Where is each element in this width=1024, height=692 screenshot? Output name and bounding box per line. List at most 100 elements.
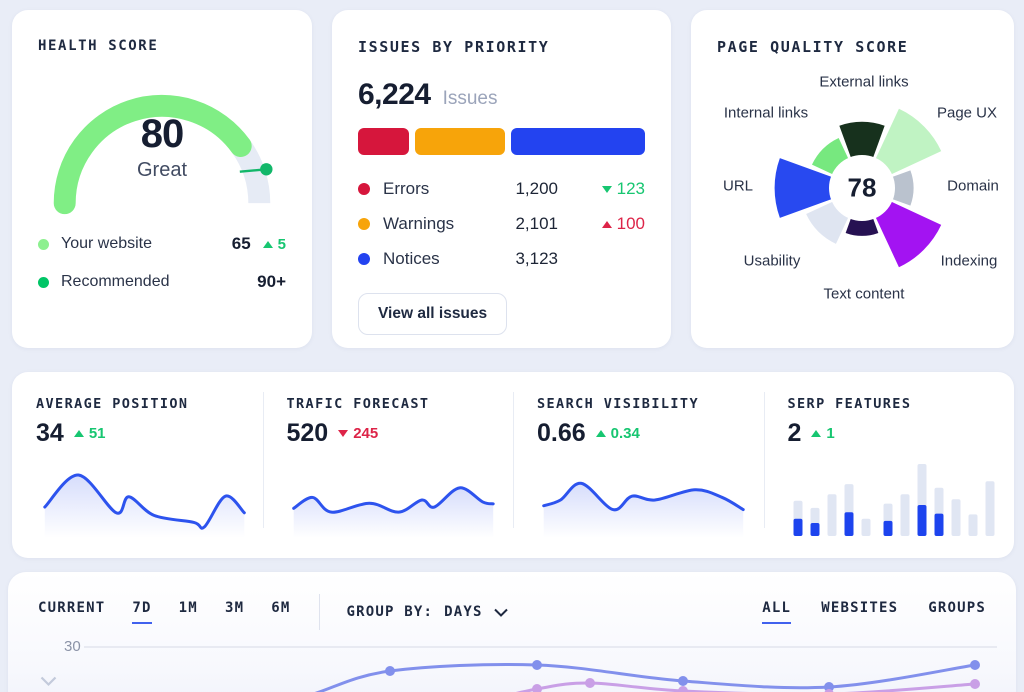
kpi-delta: 1 xyxy=(811,425,835,442)
rose-label-indexing: Indexing xyxy=(940,252,998,270)
tab-current[interactable]: CURRENT xyxy=(38,600,106,616)
group-by-label: GROUP BY: xyxy=(346,604,434,620)
serp-features-bars xyxy=(793,464,994,536)
rose-label-usability: Usability xyxy=(743,252,801,270)
rose-label-domain: Domain xyxy=(947,177,999,195)
issues-row-notices: Notices 3,123 xyxy=(358,249,645,269)
health-score-title: HEALTH SCORE xyxy=(38,38,159,54)
issues-row-warnings: Warnings 2,101 100 xyxy=(358,214,645,234)
average-position-sparkline xyxy=(43,473,246,538)
issues-row-errors: Errors 1,200 123 xyxy=(358,179,645,199)
kpi-delta: 51 xyxy=(73,425,106,442)
legend-item-recommended: Recommended 90+ xyxy=(38,272,286,292)
errors-dot-icon xyxy=(358,183,370,195)
trafic-forecast-sparkline xyxy=(291,486,495,538)
tab-3m[interactable]: 3M xyxy=(224,600,245,616)
arrow-up-icon xyxy=(601,220,612,228)
kpi-value: 34 xyxy=(36,419,64,447)
issues-row-label: Notices xyxy=(383,249,440,268)
top-row: HEALTH SCORE 80 Great Your website 65 5 … xyxy=(12,10,1014,348)
delta-value: 100 xyxy=(616,214,645,233)
kpi-value: 2 xyxy=(787,419,802,447)
page-quality-score-value: 78 xyxy=(847,172,877,203)
rose-label-text-content: Text content xyxy=(823,285,905,303)
delta-value: 245 xyxy=(353,425,379,442)
notices-dot-icon xyxy=(358,253,370,265)
issues-row-value: 2,101 xyxy=(515,214,558,233)
rose-chart-svg xyxy=(774,108,942,268)
rose-label-internal-links: Internal links xyxy=(723,104,809,122)
arrow-up-icon xyxy=(595,430,606,437)
legend-label: Your website xyxy=(61,235,153,252)
rose-wedge-page-ux xyxy=(873,108,942,177)
kpi-summary-card: AVERAGE POSITION 34 51 TRAFIC FORECAST 5… xyxy=(12,372,1014,558)
timeline-panel: CURRENT 7D 1M 3M 6M GROUP BY: DAYS ALL W… xyxy=(8,572,1016,692)
recommended-dot-icon xyxy=(38,276,49,288)
page-quality-rose-chart: 78 External links Page UX Domain Indexing Te… xyxy=(717,66,1007,318)
page-quality-title: PAGE QUALITY SCORE xyxy=(717,38,909,56)
chevron-down-icon xyxy=(493,608,508,617)
issues-title: ISSUES BY PRIORITY xyxy=(358,38,550,56)
tab-websites[interactable]: WEBSITES xyxy=(821,600,899,616)
issues-by-priority-card: ISSUES BY PRIORITY 6,224 Issues Errors 1… xyxy=(332,10,671,348)
legend-value: 65 xyxy=(231,234,251,253)
legend-delta: 5 xyxy=(262,235,286,253)
issues-row-value: 3,123 xyxy=(515,249,558,268)
tab-7d[interactable]: 7D xyxy=(132,600,152,624)
issues-row-label: Warnings xyxy=(383,214,455,233)
kpi-trafic-forecast: TRAFIC FORECAST 520 245 xyxy=(263,372,514,558)
legend-value: 90+ xyxy=(257,272,286,291)
group-by-dropdown[interactable]: GROUP BY: DAYS xyxy=(346,604,508,620)
kpi-title: AVERAGE POSITION xyxy=(36,396,189,412)
rose-label-page-ux: Page UX xyxy=(936,104,998,122)
page-quality-score-card: PAGE QUALITY SCORE 78 External links Page… xyxy=(691,10,1014,348)
kpi-delta: 0.34 xyxy=(595,425,640,442)
rose-wedge-domain xyxy=(888,170,914,206)
delta-value: 1 xyxy=(826,425,835,442)
health-legend: Your website 65 5 Recommended 90+ xyxy=(38,234,286,292)
y-axis-tick-30: 30 xyxy=(64,638,81,655)
search-visibility-sparkline xyxy=(542,481,745,538)
health-gauge-chart xyxy=(53,94,273,215)
kpi-serp-features: SERP FEATURES 2 1 xyxy=(764,372,1015,558)
tab-1m[interactable]: 1M xyxy=(178,600,198,616)
delta-value: 5 xyxy=(277,235,286,253)
tab-6m[interactable]: 6M xyxy=(271,600,291,616)
kpi-search-visibility: SEARCH VISIBILITY 0.66 0.34 xyxy=(513,372,764,558)
tab-all[interactable]: ALL xyxy=(762,600,792,624)
warnings-dot-icon xyxy=(358,218,370,230)
rose-wedge-indexing xyxy=(873,199,942,268)
issues-bar-segment-warnings xyxy=(415,128,506,155)
issues-stacked-bar xyxy=(358,128,645,155)
issues-total-count: 6,224 xyxy=(358,78,431,111)
your-website-dot-icon xyxy=(38,238,49,250)
arrow-up-icon xyxy=(262,240,273,248)
rose-label-external-links: External links xyxy=(819,73,909,91)
legend-item-your-website: Your website 65 5 xyxy=(38,234,286,254)
issues-bar-segment-errors xyxy=(358,128,410,155)
divider xyxy=(262,392,264,528)
issues-legend: Errors 1,200 123 Warnings 2,101 100 Noti… xyxy=(358,179,645,269)
tab-groups[interactable]: GROUPS xyxy=(928,600,986,616)
group-by-value: DAYS xyxy=(444,604,483,620)
issues-row-label: Errors xyxy=(383,179,430,198)
kpi-value: 520 xyxy=(286,419,329,447)
arrow-up-icon xyxy=(811,430,822,437)
divider xyxy=(763,392,765,528)
delta-value: 0.34 xyxy=(610,425,640,442)
chevron-down-icon[interactable] xyxy=(40,676,57,687)
issues-row-delta: 100 xyxy=(571,214,645,234)
kpi-average-position: AVERAGE POSITION 34 51 xyxy=(12,372,263,558)
divider xyxy=(319,594,321,630)
view-all-issues-button[interactable]: View all issues xyxy=(358,293,508,335)
kpi-title: TRAFIC FORECAST xyxy=(286,396,430,412)
kpi-delta: 245 xyxy=(338,425,378,442)
kpi-title: SEARCH VISIBILITY xyxy=(537,396,699,412)
issues-row-delta: 123 xyxy=(571,179,645,199)
kpi-title: SERP FEATURES xyxy=(787,396,912,412)
issues-row-value: 1,200 xyxy=(515,179,558,198)
health-score-card: HEALTH SCORE 80 Great Your website 65 5 … xyxy=(12,10,312,348)
arrow-down-icon xyxy=(338,430,349,437)
timeline-chart-svg xyxy=(84,646,997,692)
delta-value: 51 xyxy=(88,425,106,442)
